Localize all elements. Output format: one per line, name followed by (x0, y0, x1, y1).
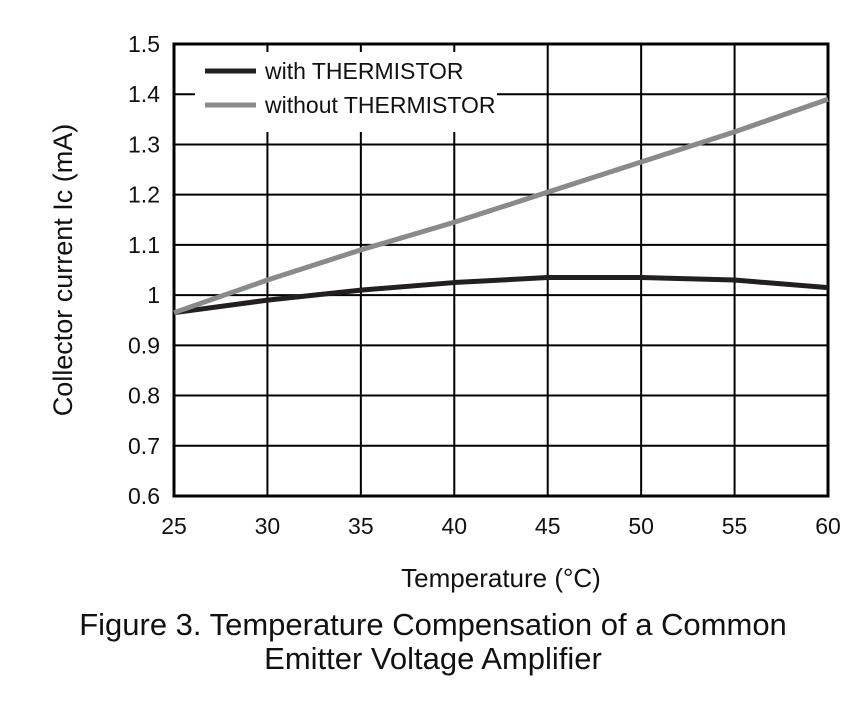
x-tick-label: 35 (348, 513, 374, 539)
y-tick-label: 1.1 (128, 232, 160, 258)
y-tick-label: 1 (147, 282, 160, 308)
series-line-with-thermistor (173, 275, 829, 316)
x-tick-label: 50 (628, 513, 654, 539)
x-axis-label: Temperature (°C) (401, 563, 601, 593)
legend-label: with THERMISTOR (264, 58, 464, 84)
y-tick-label: 1.5 (128, 31, 160, 57)
caption-line-2: Emitter Voltage Amplifier (264, 641, 602, 676)
series-line-without-thermistor (173, 96, 829, 316)
y-tick-label: 1.4 (128, 81, 160, 107)
plot-frame (172, 42, 830, 498)
y-tick-label: 0.8 (128, 383, 160, 409)
x-tick-label: 30 (255, 513, 281, 539)
y-tick-label: 0.9 (128, 332, 160, 358)
x-tick-label: 45 (535, 513, 561, 539)
y-tick-label: 0.6 (128, 483, 160, 509)
legend-box (195, 52, 497, 132)
caption-line-1: Figure 3. Temperature Compensation of a … (79, 607, 787, 642)
x-tick-label: 55 (722, 513, 748, 539)
legend-label: without THERMISTOR (264, 92, 495, 118)
y-tick-label: 1.3 (128, 131, 160, 157)
y-axis-label: Collector current Ic (mA) (48, 124, 78, 417)
x-tick-label: 40 (441, 513, 467, 539)
x-tick-label: 25 (161, 513, 187, 539)
y-tick-label: 0.7 (128, 433, 160, 459)
x-tick-label: 60 (815, 513, 841, 539)
y-tick-label: 1.2 (128, 182, 160, 208)
chart: 25 30 35 40 45 50 55 60 0.6 0.7 0.8 0.9 1 1.1 1.2 1.3 1.… (48, 31, 841, 593)
